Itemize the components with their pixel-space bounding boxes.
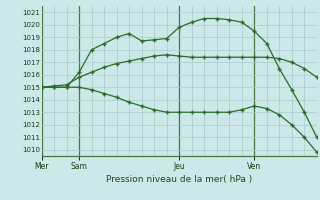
- X-axis label: Pression niveau de la mer( hPa ): Pression niveau de la mer( hPa ): [106, 175, 252, 184]
